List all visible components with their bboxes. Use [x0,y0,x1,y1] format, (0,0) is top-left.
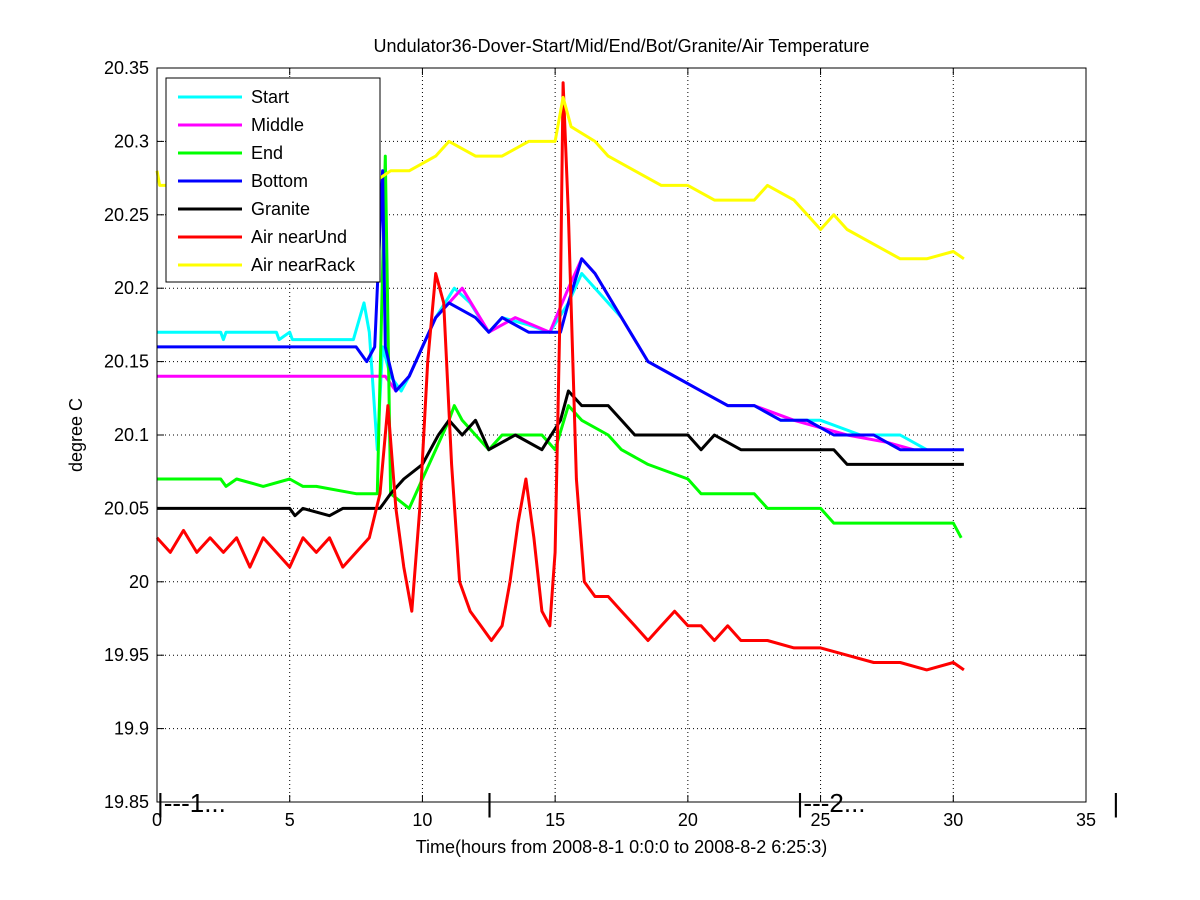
legend-label: Bottom [251,171,308,191]
legend-label: Air nearRack [251,255,356,275]
y-tick-label: 20 [129,572,149,592]
legend-label: End [251,143,283,163]
x-tick-label: 35 [1076,810,1096,830]
x-tick-label: 30 [943,810,963,830]
series-line-end [157,154,963,539]
series-line-granite [157,389,964,518]
y-tick-label: 19.9 [114,719,149,739]
legend-label: Start [251,87,289,107]
y-tick-label: 19.95 [104,645,149,665]
data-series [155,81,965,672]
x-axis-title: Time(hours from 2008-8-1 0:0:0 to 2008-8… [416,837,828,857]
chart-title: Undulator36-Dover-Start/Mid/End/Bot/Gran… [374,36,870,56]
x-tick-label: 0 [152,810,162,830]
grid-lines [157,68,1086,802]
legend-label: Granite [251,199,310,219]
y-tick-label: 20.1 [114,425,149,445]
section-marker: | [486,788,493,818]
section-marker: |---1... [157,788,226,818]
y-tick-label: 20.2 [114,278,149,298]
section-marker: | [1113,788,1120,818]
y-axis-title: degree C [66,398,86,472]
x-tick-label: 10 [412,810,432,830]
y-tick-label: 20.35 [104,58,149,78]
y-tick-label: 19.85 [104,792,149,812]
x-tick-label: 20 [678,810,698,830]
x-tick-label: 25 [811,810,831,830]
series-line-air-nearund [155,81,965,672]
legend-label: Middle [251,115,304,135]
legend-label: Air nearUnd [251,227,347,247]
axis-ticks: 0 5 10 15 20 25 30 35 19.85 19.9 19.95 20 20.05 20.1 2… [104,58,1096,830]
section-marker: |---2... [797,788,866,818]
x-tick-label: 5 [285,810,295,830]
y-tick-label: 20.25 [104,205,149,225]
y-tick-label: 20.05 [104,498,149,518]
annotations: |---1... | |---2... | [157,788,1119,818]
y-tick-label: 20.3 [114,131,149,151]
x-tick-label: 15 [545,810,565,830]
y-tick-label: 20.15 [104,352,149,372]
legend: Start Middle End Bottom Granite Air nearUnd Ai… [165,77,381,283]
